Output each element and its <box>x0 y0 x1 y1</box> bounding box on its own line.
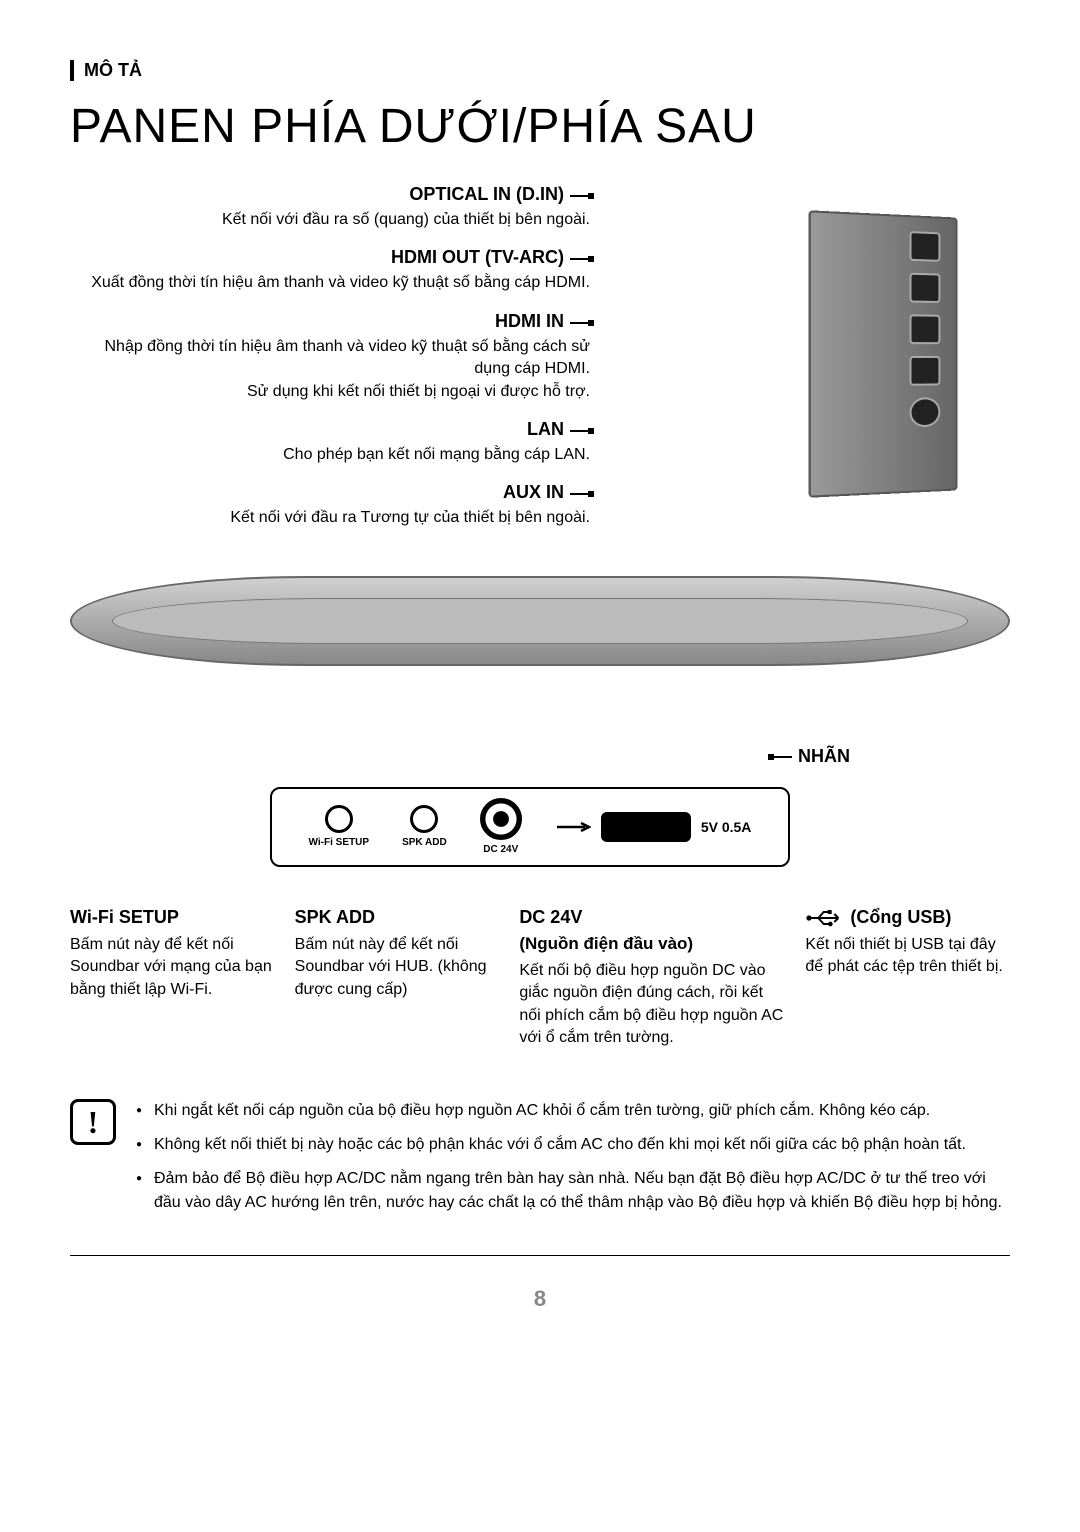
port-lan-title: LAN <box>527 419 564 440</box>
caution-list: Khi ngắt kết nối cáp nguồn của bộ điều h… <box>136 1099 1010 1225</box>
col-spk-title: SPK ADD <box>295 907 500 928</box>
caution-item: Khi ngắt kết nối cáp nguồn của bộ điều h… <box>136 1099 1010 1123</box>
usb-icon <box>805 908 845 928</box>
col-dc-sub: (Nguồn điện đầu vào) <box>519 934 785 954</box>
col-usb: (Cổng USB) Kết nối thiết bị USB tại đây … <box>805 907 1010 1050</box>
port-hdmi-out-title: HDMI OUT (TV-ARC) <box>391 247 564 268</box>
col-dc-desc: Kết nối bộ điều hợp nguồn DC vào giắc ng… <box>519 960 785 1050</box>
caution-item: Không kết nối thiết bị này hoặc các bộ p… <box>136 1133 1010 1157</box>
port-lan-desc: Cho phép bạn kết nối mạng bằng cáp LAN. <box>70 444 590 466</box>
rear-port-panel-illustration <box>809 210 958 498</box>
col-dc: DC 24V (Nguồn điện đầu vào) Kết nối bộ đ… <box>519 907 785 1050</box>
port-hdmi-in-desc: Nhập đồng thời tín hiệu âm thanh và vide… <box>70 336 590 403</box>
port-lan: LAN Cho phép bạn kết nối mạng bằng cáp L… <box>70 419 590 466</box>
col-spk: SPK ADD Bấm nút này để kết nối Soundbar … <box>295 907 500 1050</box>
usb-port-diagram: 5V 0.5A <box>555 812 752 842</box>
port-aux-title: AUX IN <box>503 482 564 503</box>
page-title: PANEN PHÍA DƯỚI/PHÍA SAU <box>70 99 1010 154</box>
dc-jack-diagram: DC 24V <box>480 798 522 855</box>
caution-box: ! Khi ngắt kết nối cáp nguồn của bộ điều… <box>70 1099 1010 1256</box>
port-hdmi-out-desc: Xuất đồng thời tín hiệu âm thanh và vide… <box>70 272 590 294</box>
port-hdmi-out: HDMI OUT (TV-ARC) Xuất đồng thời tín hiệ… <box>70 247 590 294</box>
col-wifi: Wi-Fi SETUP Bấm nút này để kết nối Sound… <box>70 907 275 1050</box>
soundbar-illustration <box>70 556 1010 736</box>
bottom-panel-illustration: Wi-Fi SETUP SPK ADD DC 24V 5V 0.5A <box>270 787 790 867</box>
port-optical-desc: Kết nối với đầu ra số (quang) của thiết … <box>70 209 590 231</box>
section-label: MÔ TẢ <box>70 60 1010 81</box>
caution-item: Đảm bảo để Bộ điều hợp AC/DC nằm ngang t… <box>136 1167 1010 1215</box>
label-nhan: NHÃN <box>70 746 1010 767</box>
port-hdmi-in-title: HDMI IN <box>495 311 564 332</box>
col-wifi-title: Wi-Fi SETUP <box>70 907 275 928</box>
caution-icon: ! <box>70 1099 116 1145</box>
spk-add-button-diagram: SPK ADD <box>402 805 447 848</box>
col-usb-title: (Cổng USB) <box>805 907 1010 928</box>
page-number: 8 <box>70 1286 1010 1312</box>
col-usb-desc: Kết nối thiết bị USB tại đây để phát các… <box>805 934 1010 979</box>
port-optical-title: OPTICAL IN (D.IN) <box>409 184 564 205</box>
col-wifi-desc: Bấm nút này để kết nối Soundbar với mạng… <box>70 934 275 1001</box>
port-hdmi-in: HDMI IN Nhập đồng thời tín hiệu âm thanh… <box>70 311 590 403</box>
port-aux-desc: Kết nối với đầu ra Tương tự của thiết bị… <box>70 507 590 529</box>
col-dc-title: DC 24V <box>519 907 785 928</box>
col-spk-desc: Bấm nút này để kết nối Soundbar với HUB.… <box>295 934 500 1001</box>
wifi-setup-button-diagram: Wi-Fi SETUP <box>309 805 369 848</box>
usb-arrow-icon <box>555 815 591 839</box>
port-optical: OPTICAL IN (D.IN) Kết nối với đầu ra số … <box>70 184 590 231</box>
port-aux: AUX IN Kết nối với đầu ra Tương tự của t… <box>70 482 590 529</box>
